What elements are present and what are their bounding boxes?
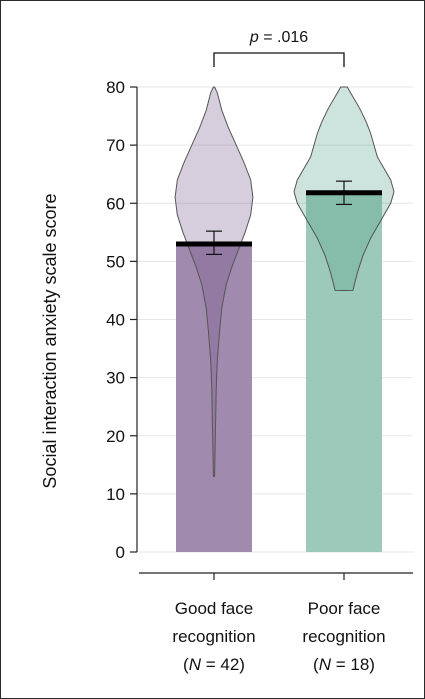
y-tick-label-3: 30 xyxy=(106,369,125,388)
y-tick-label-5: 50 xyxy=(106,252,125,271)
y-tick-labels: 0 10 20 30 40 50 60 70 80 xyxy=(106,78,137,562)
category-label-line2-1: recognition xyxy=(302,627,385,646)
p-symbol: p xyxy=(249,29,259,46)
category-label-line1-1: Poor face xyxy=(308,599,381,618)
bars xyxy=(176,192,382,552)
y-tick-label-1: 10 xyxy=(106,485,125,504)
y-tick-label-2: 20 xyxy=(106,427,125,446)
y-tick-label-6: 60 xyxy=(106,194,125,213)
y-tick-label-4: 40 xyxy=(106,311,125,330)
category-label-line2-0: recognition xyxy=(172,627,255,646)
bracket-line xyxy=(213,52,345,67)
category-n-label-0: (N = 42) xyxy=(183,655,245,674)
significance-bracket: p = .016 xyxy=(213,29,345,67)
error-bars xyxy=(176,180,382,255)
category-label-line1-0: Good face xyxy=(175,599,253,618)
p-value: = .016 xyxy=(259,29,308,46)
y-tick-label-8: 80 xyxy=(106,78,125,97)
category-n-label-1: (N = 18) xyxy=(313,655,375,674)
bar-0 xyxy=(176,243,252,552)
y-axis-title: Social interaction anxiety scale score xyxy=(40,193,60,488)
bar-1 xyxy=(306,192,382,552)
y-tick-label-0: 0 xyxy=(116,543,125,562)
p-value-label: p = .016 xyxy=(249,29,308,46)
violin-0 xyxy=(174,86,254,477)
y-tick-label-7: 70 xyxy=(106,136,125,155)
x-category-labels: Good face recognition (N = 42) Poor face rec… xyxy=(172,599,385,674)
